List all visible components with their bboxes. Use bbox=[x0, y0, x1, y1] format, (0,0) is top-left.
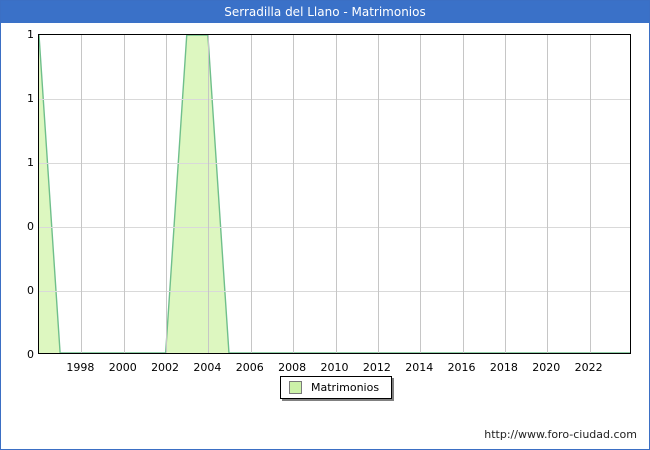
series-area-fill bbox=[39, 35, 630, 353]
gridline-vertical bbox=[504, 35, 506, 353]
gridline-vertical bbox=[208, 35, 210, 353]
gridline-vertical bbox=[589, 35, 591, 353]
series-area-matrimonios bbox=[39, 35, 630, 353]
x-axis-tick-label: 2002 bbox=[151, 361, 180, 374]
y-axis-tick-label: 0 bbox=[27, 284, 34, 297]
x-axis-tick-label: 2008 bbox=[278, 361, 307, 374]
gridline-vertical bbox=[547, 35, 549, 353]
x-axis-labels: 1998 2000 2002 2004 2006 2008 2010 2012 2014 2016… bbox=[1, 361, 649, 377]
gridline-horizontal bbox=[39, 99, 630, 100]
x-axis-tick-label: 2022 bbox=[574, 361, 603, 374]
source-url: http://www.foro-ciudad.com bbox=[484, 428, 637, 441]
series-line bbox=[39, 35, 630, 353]
gridline-vertical bbox=[123, 35, 125, 353]
x-axis-tick-label: 2020 bbox=[532, 361, 561, 374]
legend-item-label: Matrimonios bbox=[311, 381, 380, 394]
y-axis-tick-label: 0 bbox=[27, 348, 34, 361]
plot-area bbox=[38, 34, 631, 354]
x-axis-tick-label: 2014 bbox=[405, 361, 434, 374]
x-axis-tick-label: 2006 bbox=[235, 361, 264, 374]
gridline-vertical bbox=[250, 35, 252, 353]
gridline-horizontal bbox=[39, 227, 630, 228]
gridline-vertical bbox=[377, 35, 379, 353]
y-axis-tick-label: 1 bbox=[27, 28, 34, 41]
x-axis-tick-label: 2012 bbox=[362, 361, 391, 374]
gridline-vertical bbox=[81, 35, 83, 353]
y-axis-tick-label: 1 bbox=[27, 92, 34, 105]
legend-swatch-icon bbox=[289, 381, 302, 394]
gridline-horizontal bbox=[39, 291, 630, 292]
y-axis-tick-label: 0 bbox=[27, 220, 34, 233]
y-axis-labels: 1 1 1 0 0 0 bbox=[1, 29, 34, 360]
page-title: Serradilla del Llano - Matrimonios bbox=[224, 5, 426, 19]
x-axis-tick-label: 2000 bbox=[108, 361, 137, 374]
x-axis-tick-label: 2010 bbox=[320, 361, 349, 374]
x-axis-tick-label: 1998 bbox=[66, 361, 95, 374]
x-axis-tick-label: 2018 bbox=[489, 361, 518, 374]
window-title-bar: Serradilla del Llano - Matrimonios bbox=[1, 1, 649, 23]
x-axis-tick-label: 2004 bbox=[193, 361, 222, 374]
chart-legend[interactable]: Matrimonios bbox=[280, 376, 393, 399]
gridline-horizontal bbox=[39, 163, 630, 164]
gridline-vertical bbox=[293, 35, 295, 353]
gridline-vertical bbox=[166, 35, 168, 353]
x-axis-tick-label: 2016 bbox=[447, 361, 476, 374]
y-axis-tick-label: 1 bbox=[27, 156, 34, 169]
gridline-vertical bbox=[335, 35, 337, 353]
gridline-vertical bbox=[420, 35, 422, 353]
gridline-vertical bbox=[462, 35, 464, 353]
